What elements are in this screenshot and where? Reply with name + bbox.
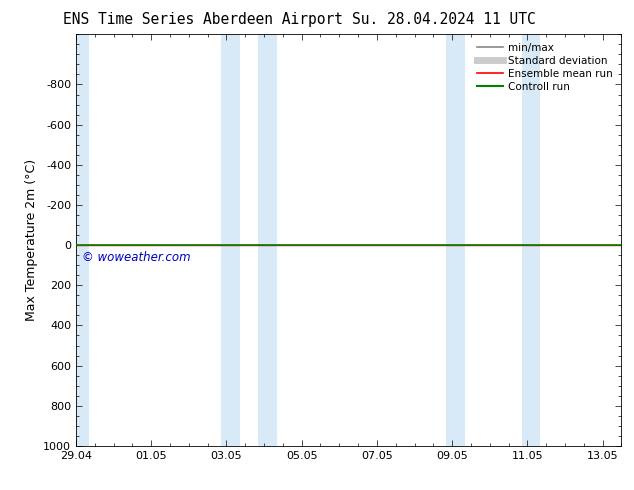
Bar: [259, 34, 277, 446]
Text: Su. 28.04.2024 11 UTC: Su. 28.04.2024 11 UTC: [352, 12, 536, 27]
Legend: min/max, Standard deviation, Ensemble mean run, Controll run: min/max, Standard deviation, Ensemble me…: [474, 40, 616, 95]
Text: ENS Time Series Aberdeen Airport: ENS Time Series Aberdeen Airport: [63, 12, 343, 27]
Y-axis label: Max Temperature 2m (°C): Max Temperature 2m (°C): [25, 159, 37, 321]
Bar: [76, 34, 89, 446]
Bar: [522, 34, 540, 446]
Text: © woweather.com: © woweather.com: [82, 251, 190, 264]
Bar: [221, 34, 240, 446]
Bar: [446, 34, 465, 446]
